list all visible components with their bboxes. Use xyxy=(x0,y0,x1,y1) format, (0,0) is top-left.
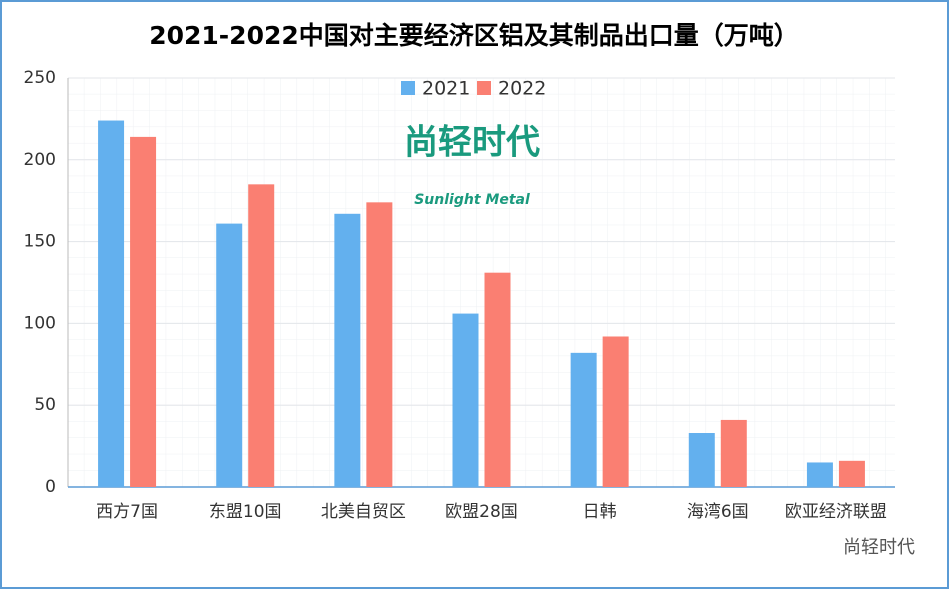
y-tick-label: 250 xyxy=(24,68,56,88)
bar xyxy=(248,184,275,487)
bar xyxy=(366,202,393,487)
y-tick-label: 200 xyxy=(24,150,56,170)
x-tick-label: 西方7国 xyxy=(96,502,158,522)
watermark: 尚轻时代 xyxy=(843,537,915,558)
y-tick-label: 150 xyxy=(24,232,56,252)
legend-swatch xyxy=(477,81,491,95)
legend-label: 2021 xyxy=(422,78,470,100)
logo-cn: 尚轻时代 xyxy=(404,123,540,163)
bar xyxy=(570,352,597,487)
x-tick-label: 日韩 xyxy=(583,502,617,522)
y-tick-label: 100 xyxy=(24,313,56,333)
bar xyxy=(720,419,747,487)
bar xyxy=(216,223,243,487)
bar xyxy=(806,462,833,487)
bar xyxy=(334,213,361,487)
chart-title: 2021-2022中国对主要经济区铝及其制品出口量（万吨） xyxy=(149,21,799,50)
y-tick-label: 0 xyxy=(45,477,56,497)
legend-swatch xyxy=(401,81,415,95)
bar xyxy=(130,136,157,487)
minor-grid xyxy=(68,78,895,487)
x-tick-label: 海湾6国 xyxy=(687,502,749,522)
logo-en: Sunlight Metal xyxy=(414,192,530,208)
bar xyxy=(602,336,629,487)
y-tick-label: 50 xyxy=(34,395,56,415)
x-tick-label: 欧盟28国 xyxy=(445,502,518,522)
bar xyxy=(98,120,125,487)
x-tick-label: 东盟10国 xyxy=(209,502,282,522)
bar xyxy=(452,313,479,487)
bar xyxy=(838,460,865,487)
x-tick-label: 欧亚经济联盟 xyxy=(785,502,887,522)
x-tick-label: 北美自贸区 xyxy=(321,502,406,522)
legend-label: 2022 xyxy=(498,78,546,100)
bar xyxy=(484,272,511,487)
bar xyxy=(688,433,715,487)
